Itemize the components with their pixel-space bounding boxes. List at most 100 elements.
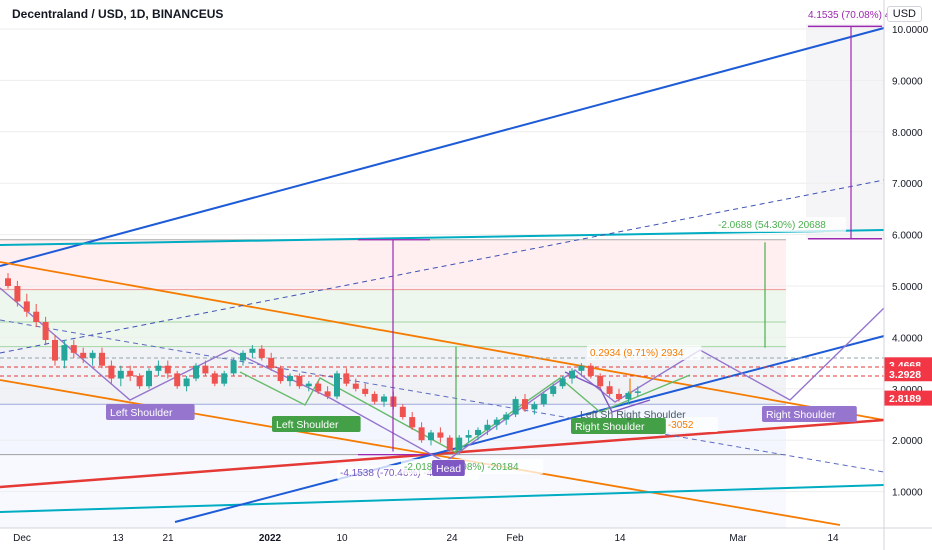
candle-body: [334, 373, 340, 397]
candle-body: [174, 373, 181, 387]
candle-body: [230, 360, 237, 374]
candle-body: [456, 437, 463, 451]
chart-title: Decentraland / USD, 1D, BINANCEUS: [8, 6, 228, 22]
line-blue-dash-upper: [0, 179, 885, 354]
candle-body: [42, 321, 49, 340]
annotation-label: -2.0688 (54.30%) 20688: [718, 220, 826, 231]
line-red-support: [0, 418, 885, 489]
candle-body: [371, 393, 378, 402]
annotation-bg: [805, 7, 914, 22]
candle-body: [484, 424, 491, 430]
candle-body: [305, 383, 312, 387]
annotations-layer: 4.1535 (70.08%) 41 -2.0688 (54.30%) 20688…: [106, 7, 914, 480]
x-tick-label: 2022: [259, 533, 282, 544]
pattern-label-bg: [272, 416, 361, 432]
candle-body: [315, 383, 322, 392]
candle-body: [597, 375, 604, 387]
pattern-green-hs: [239, 371, 691, 453]
candle-body: [446, 437, 453, 451]
x-tick-label: 24: [446, 533, 458, 544]
candle-body: [606, 386, 613, 394]
candle-body: [616, 393, 622, 400]
candle-body: [221, 373, 228, 384]
y-tick-label: 8.0000: [892, 128, 923, 139]
candles-layer: [5, 273, 641, 455]
candle-body: [287, 375, 293, 382]
x-tick-label: Feb: [506, 533, 524, 544]
candle-body: [99, 352, 105, 366]
candle-body: [550, 386, 557, 394]
candle-body: [89, 352, 96, 358]
y-tick-label: 6.0000: [892, 231, 923, 242]
x-tick-label: 21: [162, 533, 174, 544]
trendlines-layer: [0, 27, 885, 526]
y-tick-label: 7.0000: [892, 179, 923, 190]
candle-body: [33, 311, 40, 322]
candle-body: [512, 399, 519, 415]
candle-body: [362, 388, 369, 394]
candle-body: [569, 370, 575, 379]
y-tick-label: 9.0000: [892, 76, 923, 87]
candle-body: [475, 429, 481, 436]
currency-button[interactable]: USD: [886, 6, 922, 22]
candle-body: [578, 365, 585, 371]
candle-body: [146, 370, 152, 387]
y-tick-label: 3.0000: [892, 385, 923, 396]
y-tick-label: 1.0000: [892, 488, 923, 499]
candle-body: [14, 286, 21, 302]
grid-layer: [0, 28, 884, 493]
candle-body: [23, 301, 30, 312]
candle-body: [437, 432, 444, 438]
x-tick-label: Dec: [13, 533, 31, 544]
x-tick-label: Mar: [729, 533, 747, 544]
candle-body: [211, 373, 218, 384]
y-tick-label: 4.0000: [892, 333, 923, 344]
candle-body: [409, 417, 416, 428]
candle-body: [202, 365, 209, 374]
line-cyan-lower: [0, 484, 885, 513]
pattern-label: Left Shoulder: [110, 407, 173, 419]
annotation-bg: [587, 345, 702, 360]
annotation-label: 4.1535 (70.08%) 41: [808, 10, 896, 21]
pattern-label: Right Shoulder: [575, 421, 645, 433]
candle-body: [418, 427, 425, 441]
candle-body: [183, 378, 190, 387]
candle-body: [522, 399, 528, 410]
candle-body: [108, 365, 115, 379]
pattern-purple-small: [564, 371, 651, 413]
candle-body: [343, 373, 350, 384]
candle-body: [296, 375, 303, 387]
line-blue-dash-lower: [0, 319, 885, 473]
candle-body: [428, 432, 434, 441]
candle-body: [52, 339, 58, 361]
pattern-label-bg: [106, 404, 195, 420]
candle-body: [540, 393, 547, 405]
pattern-label: Head: [436, 463, 461, 475]
candle-body: [634, 391, 641, 393]
candle-body: [324, 391, 331, 397]
candle-body: [625, 392, 632, 400]
candle-body: [5, 278, 11, 286]
candle-body: [155, 365, 162, 371]
candle-body: [531, 404, 538, 410]
y-tick-label: 2.0000: [892, 436, 923, 447]
x-tick-label: 13: [112, 533, 124, 544]
candle-body: [352, 383, 359, 389]
price-tag-label: 3.2928: [889, 369, 921, 381]
candle-body: [193, 365, 199, 379]
candle-body: [268, 357, 275, 369]
price-tag-bg: [884, 366, 932, 382]
candle-body: [399, 406, 406, 418]
line-orange-upper: [0, 261, 885, 421]
candle-body: [277, 368, 284, 382]
candle-body: [127, 370, 134, 376]
candle-body: [559, 378, 566, 387]
candle-body: [258, 348, 265, 358]
y-tick-label: 5.0000: [892, 282, 923, 293]
candle-body: [493, 419, 500, 425]
annotation-bg: [715, 217, 847, 232]
pattern-label: Right Shoulder: [766, 409, 836, 421]
